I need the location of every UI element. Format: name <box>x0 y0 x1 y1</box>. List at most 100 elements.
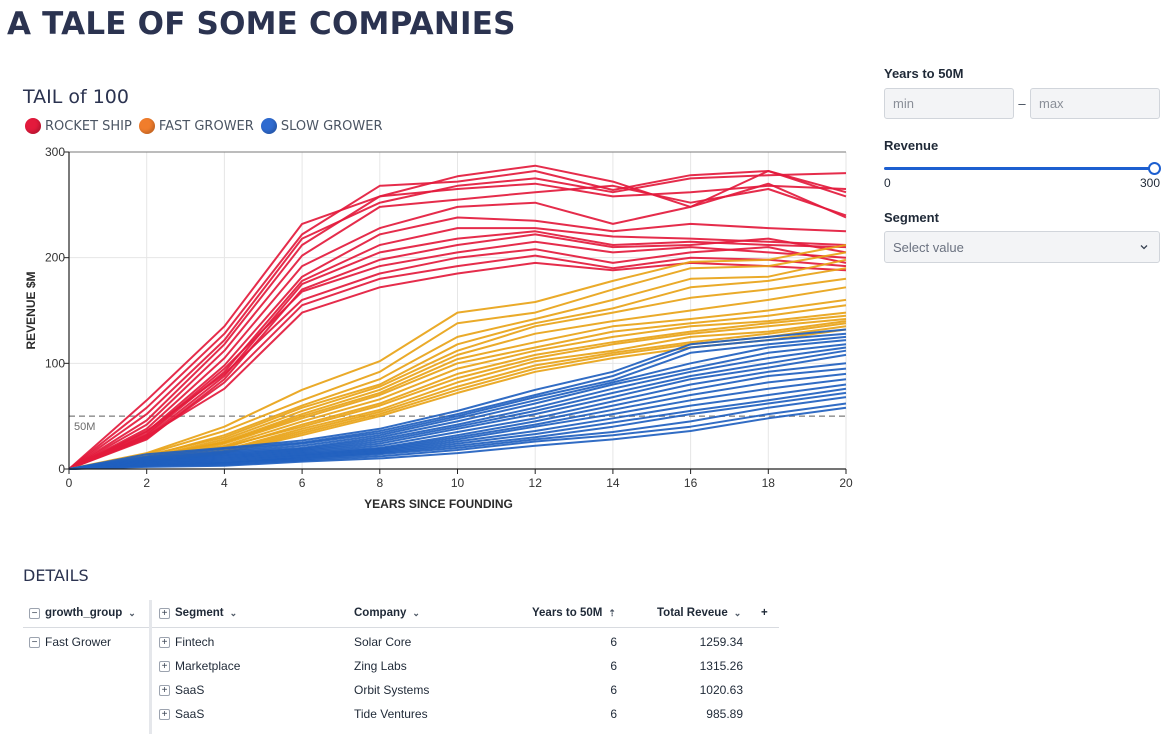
series-line-fast-grower[interactable] <box>68 251 847 470</box>
col-header-company[interactable]: Company ⌄ <box>354 607 420 619</box>
series-line-rocket-ship[interactable] <box>68 246 847 470</box>
legend-item-slow-grower[interactable]: SLOW GROWER <box>260 118 383 134</box>
table-row[interactable]: + Marketplace Zing Labs 6 1315.26 <box>23 654 779 678</box>
group-value: Fast Grower <box>45 635 112 649</box>
years-to-50m-label: Years to 50M <box>884 66 964 81</box>
expand-icon[interactable]: + <box>159 708 170 720</box>
threshold-label: 50M <box>74 421 95 433</box>
series-line-slow-grower[interactable] <box>68 328 847 470</box>
expand-icon[interactable]: + <box>159 684 170 696</box>
slider-thumb[interactable] <box>1148 162 1161 175</box>
collapse-icon[interactable]: − <box>29 607 40 619</box>
series-line-rocket-ship[interactable] <box>68 254 847 470</box>
x-tick-label: 12 <box>529 476 543 490</box>
revenue-cell: 1020.63 <box>699 683 743 697</box>
legend-item-rocket-ship[interactable]: ROCKET SHIP <box>25 118 132 134</box>
col-header-growth-group[interactable]: − growth_group ⌄ <box>29 607 136 619</box>
series-line-rocket-ship[interactable] <box>68 170 847 470</box>
series-line-fast-grower[interactable] <box>68 298 847 470</box>
legend-item-fast-grower[interactable]: FAST GROWER <box>138 118 254 134</box>
series-line-fast-grower[interactable] <box>68 244 847 470</box>
company-cell: Solar Core <box>354 635 412 649</box>
x-tick-label: 4 <box>221 476 228 490</box>
series-line-rocket-ship[interactable] <box>68 182 847 470</box>
years-cell: 6 <box>610 659 617 673</box>
legend-dot-icon <box>260 118 277 134</box>
series-line-slow-grower[interactable] <box>68 362 847 470</box>
series-line-rocket-ship[interactable] <box>68 216 847 470</box>
col-header-revenue[interactable]: Total Reveue ⌄ <box>657 607 741 619</box>
segment-value: Marketplace <box>175 659 241 673</box>
series-line-rocket-ship[interactable] <box>68 172 847 470</box>
chart-legend: ROCKET SHIP FAST GROWER SLOW GROWER <box>25 118 390 134</box>
revenue-label: Revenue <box>884 138 939 153</box>
table-row[interactable]: + SaaS Tide Ventures 6 985.89 <box>23 702 779 726</box>
series-line-rocket-ship[interactable] <box>68 233 847 470</box>
series-line-slow-grower[interactable] <box>68 383 847 470</box>
x-tick-label: 14 <box>606 476 620 490</box>
x-tick-label: 0 <box>66 476 73 490</box>
slider-min-label: 0 <box>884 176 891 190</box>
expand-icon[interactable]: + <box>159 660 170 672</box>
years-range-inputs: – <box>884 88 1160 119</box>
expand-icon[interactable]: + <box>159 636 170 648</box>
revenue-cell: 1315.26 <box>699 659 743 673</box>
add-column-button[interactable]: + <box>761 607 768 619</box>
collapse-icon[interactable]: − <box>29 636 40 648</box>
segment-value: Fintech <box>175 635 215 649</box>
segment-value: SaaS <box>175 707 205 721</box>
series-line-fast-grower[interactable] <box>68 277 847 470</box>
col-header-segment[interactable]: + Segment ⌄ <box>159 607 237 619</box>
table-row[interactable]: + SaaS Orbit Systems 6 1020.63 <box>23 678 779 702</box>
series-line-slow-grower[interactable] <box>68 335 847 470</box>
series-line-fast-grower[interactable] <box>68 267 847 470</box>
expand-icon[interactable]: + <box>159 607 170 619</box>
x-tick-label: 6 <box>299 476 306 490</box>
segment-select[interactable]: Select value <box>884 231 1160 263</box>
chevron-down-icon[interactable]: ⌄ <box>733 607 742 618</box>
years-max-input[interactable] <box>1030 88 1160 119</box>
legend-dot-icon <box>25 118 41 134</box>
legend-label: ROCKET SHIP <box>45 118 132 134</box>
chevron-down-icon[interactable]: ⌄ <box>128 607 136 618</box>
col-header-label: Total Reveue <box>657 607 728 619</box>
years-cell: 6 <box>610 683 617 697</box>
x-tick-label: 20 <box>839 476 853 490</box>
y-tick-label: 200 <box>45 251 65 265</box>
chevron-down-icon[interactable]: ⌄ <box>412 607 420 618</box>
x-tick-label: 8 <box>376 476 383 490</box>
legend-dot-icon <box>138 118 155 134</box>
series-line-fast-grower[interactable] <box>68 258 847 470</box>
slider-track[interactable] <box>884 167 1154 170</box>
col-header-label: Segment <box>175 607 224 619</box>
revenue-cell: 1259.34 <box>699 635 743 649</box>
years-cell: 6 <box>610 635 617 649</box>
slider-max-label: 300 <box>1140 176 1161 190</box>
x-tick-label: 2 <box>143 476 150 490</box>
plus-icon[interactable]: + <box>761 607 768 619</box>
series-line-slow-grower[interactable] <box>68 402 847 470</box>
group-column-divider[interactable] <box>149 600 152 734</box>
series-line-rocket-ship[interactable] <box>68 240 847 470</box>
series-line-rocket-ship[interactable] <box>68 182 847 470</box>
revenue-slider[interactable] <box>884 162 1161 176</box>
col-header-years[interactable]: Years to 50M ⇡ <box>532 607 616 619</box>
series-line-rocket-ship[interactable] <box>68 164 847 470</box>
table-row[interactable]: − Fast Grower + Fintech Solar Core 6 125… <box>23 630 779 654</box>
col-header-label: growth_group <box>45 607 123 619</box>
series-line-slow-grower[interactable] <box>68 339 847 470</box>
series-line-fast-grower[interactable] <box>68 304 847 470</box>
y-tick-label: 100 <box>45 356 65 370</box>
series-line-rocket-ship[interactable] <box>68 261 847 470</box>
years-min-input[interactable] <box>884 88 1014 119</box>
series-line-slow-grower[interactable] <box>68 349 847 470</box>
series-line-slow-grower[interactable] <box>68 332 847 470</box>
series-line-slow-grower[interactable] <box>68 406 847 470</box>
chevron-down-icon <box>1140 245 1148 250</box>
chevron-down-icon[interactable]: ⌄ <box>229 607 238 618</box>
series-line-slow-grower[interactable] <box>68 343 847 470</box>
sort-ascending-icon[interactable]: ⇡ <box>608 607 616 618</box>
x-tick-label: 16 <box>684 476 698 490</box>
page-title: A TALE OF SOME COMPANIES <box>7 6 516 42</box>
